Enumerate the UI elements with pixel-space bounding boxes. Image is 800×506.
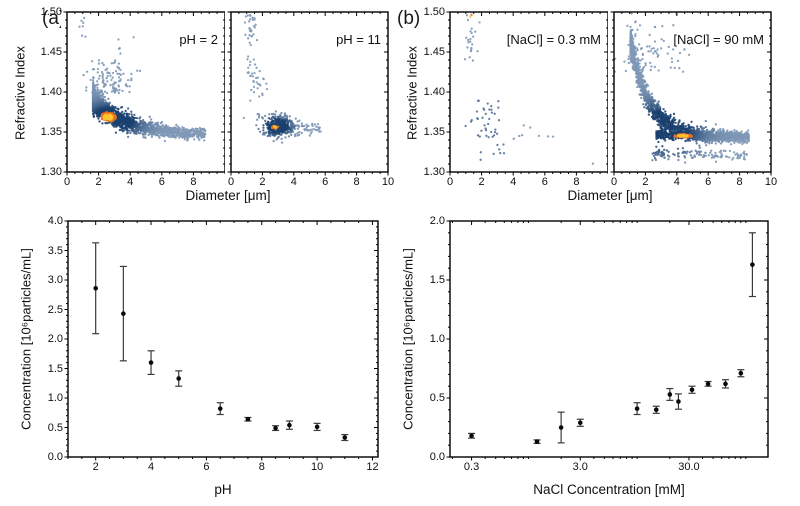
x-tick-label: 12 (366, 461, 379, 473)
x-tick-label: 4 (127, 176, 134, 188)
panel-b-label: (b) (397, 8, 421, 29)
x-tick-label: 2 (95, 176, 102, 188)
y-tick-label: 1.45 (423, 46, 445, 58)
x-tick-label: 8 (258, 461, 265, 473)
xlabel-diameter-b: Diameter [μm] (567, 188, 653, 203)
x-tick-label: 4 (147, 461, 155, 473)
x-tick-label: 0.3 (463, 461, 480, 473)
x-tick-label: 6 (203, 461, 210, 473)
y-tick-label: 1.40 (423, 86, 445, 98)
scatter-plot-ph2 (61, 6, 231, 178)
scatter-plot-nacl-0.3mM (444, 6, 614, 178)
x-tick-label: 6 (158, 176, 165, 188)
y-tick-label: 1.35 (40, 126, 62, 138)
y-tick-label: 0.0 (47, 451, 63, 463)
x-tick-label: 10 (381, 176, 395, 188)
annotation-nacl-90mM: [NaCl] = 90 mM (673, 32, 764, 47)
x-tick-label: 0 (610, 176, 618, 188)
y-tick-label: 1.50 (423, 6, 445, 18)
x-tick-label: 2 (478, 176, 485, 188)
y-tick-label: 1.0 (429, 333, 445, 345)
x-tick-label: 8 (353, 176, 360, 188)
y-tick-label: 3.5 (47, 244, 63, 257)
x-tick-label: 2 (92, 461, 99, 473)
y-tick-label: 0.5 (47, 421, 63, 434)
x-tick-label: 30.0 (678, 461, 700, 473)
x-tick-label: 8 (573, 176, 580, 188)
y-tick-label: 1.50 (40, 6, 62, 18)
x-tick-label: 8 (190, 176, 197, 188)
x-tick-label: 0 (227, 176, 235, 188)
x-tick-label: 4 (510, 176, 517, 188)
y-tick-label: 2.0 (429, 215, 445, 227)
errorbar-plot-concentration-vs-ph (62, 215, 384, 463)
x-tick-label: 2 (642, 176, 649, 188)
y-tick-label: 1.5 (47, 362, 63, 375)
y-tick-label: 0.5 (429, 392, 445, 404)
y-tick-label: 3.0 (47, 274, 63, 286)
x-tick-label: 0 (446, 176, 454, 188)
scatter-plot-nacl-90mM (608, 6, 777, 178)
x-tick-label: 10 (764, 176, 778, 188)
y-tick-label: 4.0 (47, 215, 63, 227)
y-tick-label: 1.0 (47, 392, 63, 404)
ylabel-refractive-index-a: Refractive Index (12, 46, 28, 140)
scatter-plot-ph11 (225, 6, 394, 178)
y-tick-label: 2.5 (47, 303, 63, 316)
y-tick-label: 1.30 (40, 166, 62, 178)
x-tick-label: 8 (736, 176, 743, 188)
x-tick-label: 4 (290, 176, 297, 188)
y-tick-label: 2.0 (47, 333, 63, 345)
xlabel-nacl-concentration: NaCl Concentration [mM] (533, 482, 685, 497)
x-tick-label: 6 (541, 176, 548, 188)
x-tick-label: 6 (705, 176, 712, 188)
y-tick-label: 1.30 (423, 166, 445, 178)
y-tick-label: 1.35 (423, 126, 445, 138)
x-tick-label: 6 (322, 176, 329, 188)
y-tick-label: 1.40 (40, 86, 62, 98)
annotation-ph2: pH = 2 (179, 32, 218, 47)
xlabel-diameter-a: Diameter [μm] (185, 188, 271, 203)
y-tick-label: 1.5 (429, 274, 445, 286)
x-tick-label: 4 (673, 176, 680, 188)
x-tick-label: 10 (310, 461, 324, 473)
x-tick-label: 0 (63, 176, 71, 188)
x-tick-label: 2 (259, 176, 266, 188)
y-tick-label: 1.45 (40, 46, 62, 58)
x-tick-label: 3.0 (572, 461, 588, 473)
xlabel-ph: pH (214, 482, 232, 497)
panel-a-label: (a) (42, 8, 66, 29)
errorbar-plot-concentration-vs-nacl (444, 215, 774, 463)
annotation-ph11: pH = 11 (336, 32, 381, 47)
y-tick-label: 0.0 (429, 451, 445, 463)
annotation-nacl-0.3mM: [NaCl] = 0.3 mM (506, 32, 601, 47)
